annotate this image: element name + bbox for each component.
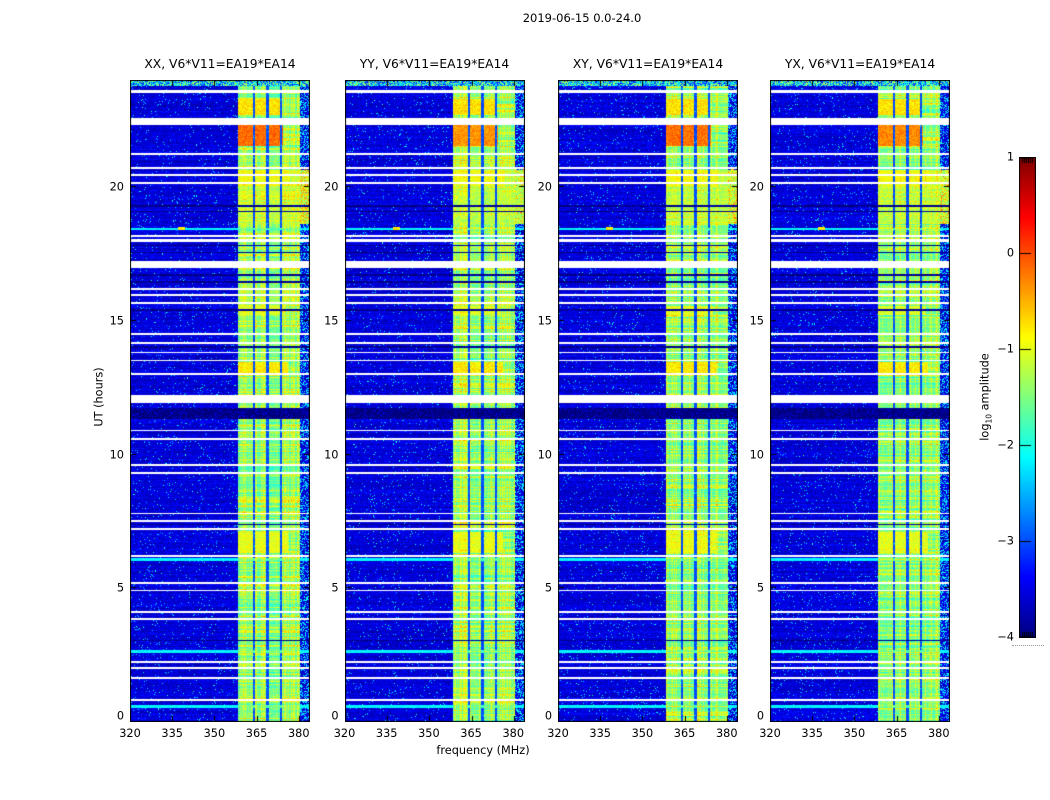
panel-title-yx: YX, V6*V11=EA19*EA14	[784, 57, 936, 71]
panel-xx: XX, V6*V11=EA19*EA14	[130, 57, 310, 722]
x-axis-label: frequency (MHz)	[436, 744, 530, 757]
x-tick-label-xx: 365	[245, 727, 268, 740]
y-tick-label-xx: 0	[116, 709, 124, 723]
y-tick-label-xy: 20	[537, 180, 552, 194]
colorbar	[1019, 157, 1036, 638]
x-tick-label-xx: 335	[161, 727, 183, 740]
colorbar-tick-label: −4	[997, 630, 1014, 644]
y-tick-label-yy: 5	[331, 581, 339, 595]
x-tick-label-yy: 365	[460, 727, 482, 740]
colorbar-tick-label: 1	[1006, 150, 1014, 164]
spectrogram-canvas-xy	[558, 80, 738, 722]
y-tick-label-yy: 0	[331, 709, 339, 723]
panel-yy: YY, V6*V11=EA19*EA14	[344, 57, 525, 722]
panel-title-xy: XY, V6*V11=EA19*EA14	[572, 57, 724, 71]
y-tick-label-yy: 15	[324, 314, 339, 328]
y-tick-label-yx: 15	[749, 314, 764, 328]
y-tick-label-yx: 5	[756, 581, 764, 595]
spectrogram-canvas-yx	[770, 80, 950, 722]
colorbar-tick-label: −2	[997, 438, 1014, 452]
colorbar-tick-label: −3	[997, 534, 1014, 548]
y-tick-label-yy: 10	[324, 448, 339, 461]
y-tick-label-yx: 10	[749, 448, 764, 461]
y-tick-label-xx: 5	[116, 581, 124, 595]
y-tick-label-yy: 20	[324, 180, 339, 194]
x-tick-label-xy: 365	[673, 727, 696, 740]
y-tick-label-yx: 0	[756, 709, 764, 723]
y-tick-label-xy: 0	[544, 709, 552, 723]
colorbar-tick-label: −1	[997, 342, 1014, 356]
x-tick-label-xx: 320	[119, 727, 141, 740]
y-tick-label-xx: 10	[109, 448, 124, 461]
x-tick-label-yx: 335	[801, 727, 823, 740]
panel-yx: YX, V6*V11=EA19*EA14	[770, 57, 950, 722]
x-tick-label-yx: 380	[927, 727, 950, 740]
y-tick-label-xx: 15	[109, 314, 124, 328]
colorbar-underline-dots	[1012, 645, 1044, 646]
y-tick-label-xy: 15	[537, 314, 552, 328]
x-tick-label-yy: 380	[502, 727, 525, 740]
panel-xy: XY, V6*V11=EA19*EA14	[558, 57, 738, 722]
x-tick-label-yx: 350	[843, 727, 866, 740]
x-tick-label-yy: 350	[418, 727, 440, 740]
x-tick-label-xx: 350	[203, 727, 226, 740]
y-tick-label-xy: 10	[537, 448, 552, 461]
panel-title-yy: YY, V6*V11=EA19*EA14	[359, 57, 510, 71]
y-tick-label-yx: 20	[749, 180, 764, 194]
colorbar-canvas	[1019, 157, 1036, 638]
panel-title-xx: XX, V6*V11=EA19*EA14	[144, 57, 296, 71]
x-tick-label-yy: 320	[333, 727, 356, 740]
x-tick-label-xy: 350	[631, 727, 654, 740]
x-tick-label-yx: 365	[885, 727, 908, 740]
x-tick-label-xx: 380	[287, 727, 310, 740]
x-tick-label-yy: 335	[375, 727, 398, 740]
x-tick-label-xy: 320	[547, 727, 569, 740]
y-tick-label-xx: 20	[109, 180, 124, 194]
figure-title: 2019-06-15 0.0-24.0	[522, 11, 642, 25]
spectrogram-canvas-xx	[130, 80, 310, 722]
y-axis-label: UT (hours)	[92, 367, 106, 427]
x-tick-label-xy: 335	[589, 727, 611, 740]
colorbar-tick-label: 0	[1006, 246, 1014, 260]
x-tick-label-yx: 320	[759, 727, 781, 740]
spectrogram-canvas-yy	[344, 80, 525, 722]
y-tick-label-xy: 5	[544, 581, 552, 595]
colorbar-label: log10 amplitude	[978, 353, 994, 441]
x-tick-label-xy: 380	[715, 727, 738, 740]
